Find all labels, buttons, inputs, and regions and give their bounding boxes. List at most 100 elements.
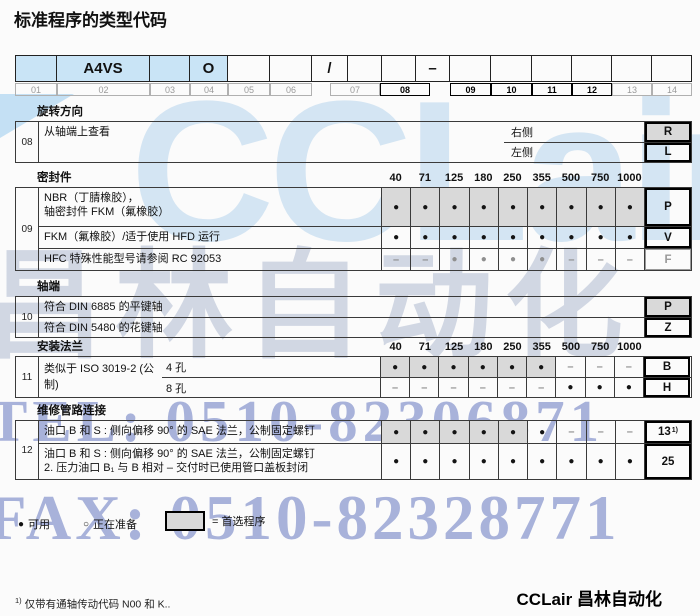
footnote: 1) 仅带有通轴传动代码 N00 和 K.. <box>15 596 170 612</box>
section-service-line-connections: 维修管路连接 12 油口 B 和 S : 侧向偏移 90° 的 SAE 法兰，公… <box>15 404 692 480</box>
code-cell-L: L <box>644 142 691 162</box>
hole-count-label: 4 孔 <box>166 362 187 374</box>
size-label: 750 <box>590 172 610 184</box>
position-label: 06 <box>270 83 312 96</box>
section-title: 维修管路连接 <box>37 405 106 417</box>
size-label: 355 <box>532 172 551 184</box>
desc-line: 2. 压力油口 B₁ 与 B 相对 – 交付时已使用管口盖板封闭 <box>44 462 309 475</box>
size-label: 71 <box>418 341 431 353</box>
desc-line: NBR（丁腈橡胶）， <box>44 192 139 204</box>
code-strip-cell <box>228 55 270 82</box>
code-strip-cell <box>450 55 491 82</box>
available-dot-cell: ● <box>410 444 439 479</box>
desc-line: 轴密封件 FKM（氟橡胶） <box>44 206 170 219</box>
available-dot-cell: ● <box>410 421 440 443</box>
size-label: 355 <box>532 341 551 353</box>
size-label: 500 <box>561 341 581 353</box>
code-strip-cell <box>532 55 572 82</box>
size-label: 40 <box>389 341 402 353</box>
not-available-cell: – <box>496 378 526 397</box>
size-label: 250 <box>503 341 522 353</box>
hole-count-label: 8 孔 <box>166 382 187 395</box>
seal-description: NBR（丁腈橡胶）， 轴密封件 FKM（氟橡胶） <box>39 188 381 226</box>
seal-description: FKM（氟橡胶）/适于使用 HFD 运行 <box>44 231 220 243</box>
position-number: 10 <box>16 297 39 337</box>
section-title: 轴端 <box>37 281 60 293</box>
available-dot-cell: ● <box>526 357 556 377</box>
size-header-row: 40 71 125 180 250 355 500 750 1000 <box>381 172 644 184</box>
code-strip-cell: / <box>312 55 348 82</box>
size-header-row: 40 71 125 180 250 355 500 750 1000 <box>381 341 644 353</box>
section-mounting-flange: 安装法兰 40 71 125 180 250 355 500 750 1000 11 类似于 I… <box>15 340 692 398</box>
position-label: 07 <box>330 83 380 96</box>
available-dot-cell: ● <box>409 357 439 377</box>
ordering-code-strip: A4VS O / – <box>15 55 692 82</box>
available-dot-cell: ● <box>468 249 498 270</box>
rotation-description: 从轴端上查看 <box>44 126 110 138</box>
position-number: 12 <box>16 421 39 479</box>
code-cell-H: H <box>643 378 690 397</box>
position-label: 10 <box>491 83 532 96</box>
code-strip-cell <box>15 55 57 82</box>
code-cell-Z: Z <box>644 318 691 337</box>
not-available-cell: – <box>585 421 615 443</box>
available-dot-cell: ● <box>439 444 468 479</box>
section-title: 安装法兰 <box>37 341 83 353</box>
company-brand: CCLair 昌林自动化 <box>516 590 662 609</box>
available-dot-cell: ● <box>439 227 468 248</box>
option-label: 左侧 <box>511 147 533 160</box>
available-dot-cell: ● <box>613 378 643 397</box>
legend-preferred: = 首选程序 <box>165 511 265 531</box>
position-label: 04 <box>190 83 228 96</box>
size-label: 750 <box>590 341 610 353</box>
available-dot-cell: ● <box>614 444 644 479</box>
position-label: 14 <box>652 83 692 96</box>
position-label: 02 <box>57 83 150 96</box>
availability-grid: ● ● ● ● ● ● – – – <box>380 357 643 377</box>
position-number: 09 <box>16 188 39 270</box>
available-dot-cell: ● <box>468 444 498 479</box>
not-available-cell: – <box>467 378 497 397</box>
size-label: 1000 <box>617 172 642 184</box>
position-number: 11 <box>16 357 39 397</box>
size-label: 500 <box>561 172 581 184</box>
not-available-cell: – <box>409 378 438 397</box>
available-dot-cell: ● <box>467 357 497 377</box>
available-dot-cell: ● <box>382 188 411 226</box>
size-label: 125 <box>444 341 464 353</box>
rotation-table: 08 从轴端上查看 右侧 R 左侧 L <box>15 121 692 163</box>
legend-available: ● 可用 <box>18 516 50 532</box>
available-dot-cell: ● <box>382 421 411 443</box>
code-strip-cell <box>270 55 312 82</box>
code-strip-cell: O <box>190 55 228 82</box>
available-dot-cell: ● <box>393 232 400 243</box>
legend-in-preparation: ○ 正在准备 <box>83 516 137 532</box>
legend-label: 正在准备 <box>93 519 138 531</box>
availability-grid: ● ● ● ● ● ● ● ● ● <box>381 444 644 479</box>
code-cell-F: F <box>644 249 691 270</box>
not-available-cell: – <box>555 357 584 377</box>
position-label: 03 <box>150 83 190 96</box>
available-dot-cell: ● <box>556 188 586 226</box>
legend-label: 可用 <box>28 519 51 531</box>
not-available-cell: – <box>438 378 467 397</box>
service-table: 12 油口 B 和 S : 侧向偏移 90° 的 SAE 法兰，公制固定螺钉 ●… <box>15 420 692 480</box>
not-available-cell: – <box>614 421 644 443</box>
shaft-description: 符合 DIN 5480 的花键轴 <box>44 322 163 334</box>
code-strip-cell <box>652 55 692 82</box>
availability-grid: – – ● ● ● ● – – – <box>381 249 644 270</box>
code-cell-P: P <box>644 297 691 317</box>
available-dot-cell: ● <box>527 227 556 248</box>
section-shaft-end: 轴端 10 符合 DIN 6885 的平键轴 P 符合 DIN 5480 的花键… <box>15 280 692 338</box>
position-number: 08 <box>16 122 39 162</box>
available-dot-cell: ● <box>381 357 410 377</box>
available-dot-cell: ● <box>439 249 468 270</box>
section-seals: 密封件 40 71 125 180 250 355 500 750 1000 09 NBR（丁腈… <box>15 171 692 271</box>
available-dot-cell: ● <box>468 227 498 248</box>
size-label: 250 <box>503 172 522 184</box>
available-dot-cell: ● <box>527 249 556 270</box>
available-dot-cell: ● <box>496 357 527 377</box>
available-dot-cell: ● <box>556 444 585 479</box>
code-cell-B: B <box>643 357 690 377</box>
